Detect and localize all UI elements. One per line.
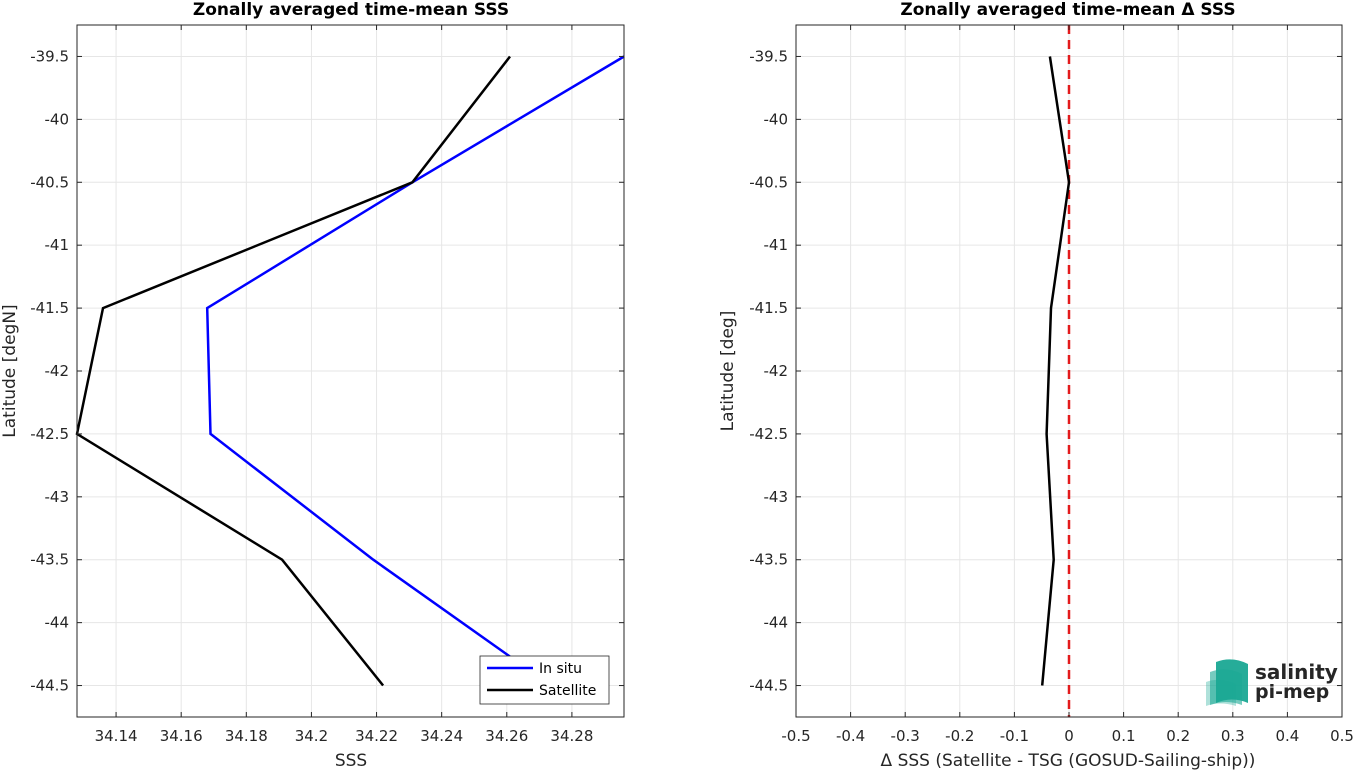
y-tick-label: -43.5 <box>749 551 788 569</box>
y-tick-label: -43.5 <box>30 551 69 569</box>
sss-panel: Zonally averaged time-mean SSS 34.14 34.1… <box>0 0 625 771</box>
series-line-in-situ <box>205 55 625 658</box>
delta-sss-x-axis-label: Δ SSS (Satellite - TSG (GOSUD-Sailing-sh… <box>881 751 1256 770</box>
delta-sss-panel: Zonally averaged time-mean Δ SSS -0.5 -0.… <box>718 0 1354 771</box>
y-tick-label: -44.5 <box>749 677 788 695</box>
y-tick-label: -43 <box>764 488 789 506</box>
y-tick-label: -43 <box>45 488 70 506</box>
y-tick-label: -42.5 <box>749 425 788 443</box>
x-tick-label: 34.28 <box>550 727 593 745</box>
y-tick-label: -41 <box>45 236 70 254</box>
y-tick-label: -40.5 <box>749 173 788 191</box>
y-tick-label: -44 <box>45 614 70 632</box>
delta-sss-series <box>1040 56 1071 686</box>
y-tick-label: -42 <box>45 362 70 380</box>
delta-sss-chart-title: Zonally averaged time-mean Δ SSS <box>900 0 1235 20</box>
legend-satellite-label: Satellite <box>539 683 596 699</box>
x-tick-label: -0.5 <box>781 727 810 745</box>
x-tick-label: 0 <box>1064 727 1074 745</box>
y-tick-label: -40 <box>45 110 70 128</box>
x-tick-label: 0.3 <box>1221 727 1245 745</box>
wave-logo-icon <box>1206 659 1248 706</box>
sss-chart-title: Zonally averaged time-mean SSS <box>193 0 509 20</box>
x-tick-label: 34.24 <box>420 727 463 745</box>
sss-y-axis-label: Latitude [degN] <box>0 304 20 437</box>
sss-series <box>75 55 625 687</box>
x-tick-label: -0.1 <box>1000 727 1029 745</box>
salinity-pi-mep-logo: salinity pi-mep <box>1206 659 1338 706</box>
sss-x-axis-label: SSS <box>335 751 367 770</box>
x-tick-label: 0.4 <box>1275 727 1299 745</box>
y-tick-label: -41.5 <box>30 299 69 317</box>
logo-text-salinity: salinity <box>1255 660 1338 684</box>
y-tick-label: -41 <box>764 236 789 254</box>
x-tick-label: -0.2 <box>945 727 974 745</box>
legend-in-situ-label: In situ <box>539 661 582 677</box>
y-tick-label: -44 <box>764 614 789 632</box>
sss-y-ticks: -39.5 -40 -40.5 -41 -41.5 -42 -42.5 -43 -43.5 -44… <box>30 47 624 695</box>
x-tick-label: 34.22 <box>355 727 398 745</box>
x-tick-label: 34.16 <box>160 727 203 745</box>
x-tick-label: 34.26 <box>485 727 528 745</box>
y-tick-label: -44.5 <box>30 677 69 695</box>
series-line-satellite <box>75 55 511 687</box>
delta-sss-y-ticks: -39.5 -40 -40.5 -41 -41.5 -42 -42.5 -43 -43.5 -44… <box>749 47 1342 695</box>
y-tick-label: -42 <box>764 362 789 380</box>
x-tick-label: -0.3 <box>891 727 920 745</box>
x-tick-label: 0.5 <box>1330 727 1354 745</box>
x-tick-label: 34.18 <box>225 727 268 745</box>
series-line-delta <box>1040 56 1071 686</box>
sss-grid <box>77 25 624 717</box>
x-tick-label: -0.4 <box>836 727 865 745</box>
logo-text-pi-mep: pi-mep <box>1255 681 1329 703</box>
legend-box <box>479 655 610 705</box>
y-tick-label: -40 <box>764 110 789 128</box>
x-tick-label: 34.2 <box>295 727 328 745</box>
x-tick-label: 0.2 <box>1166 727 1190 745</box>
delta-sss-x-ticks: -0.5 -0.4 -0.3 -0.2 -0.1 0 0.1 0.2 0.3 0.4 0.5 <box>781 25 1354 745</box>
y-tick-label: -42.5 <box>30 425 69 443</box>
sss-x-ticks: 34.14 34.16 34.18 34.2 34.22 34.24 34.26 34.28 <box>95 25 593 745</box>
y-tick-label: -40.5 <box>30 173 69 191</box>
y-tick-label: -39.5 <box>749 47 788 65</box>
y-tick-label: -39.5 <box>30 47 69 65</box>
delta-sss-y-axis-label: Latitude [deg] <box>718 311 738 432</box>
sss-legend: In situ Satellite <box>479 655 610 705</box>
y-tick-label: -41.5 <box>749 299 788 317</box>
x-tick-label: 0.1 <box>1112 727 1136 745</box>
x-tick-label: 34.14 <box>95 727 138 745</box>
